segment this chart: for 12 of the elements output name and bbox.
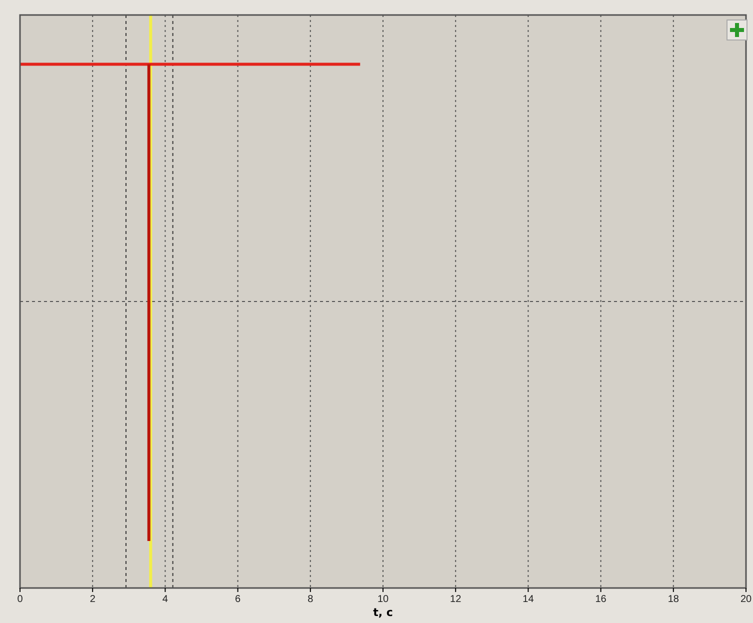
x-axis-title: t, с bbox=[373, 606, 393, 619]
x-tick-label: 0 bbox=[17, 594, 24, 606]
x-tick-label: 10 bbox=[377, 594, 389, 606]
x-tick-label: 12 bbox=[450, 594, 462, 606]
x-tick-label: 4 bbox=[162, 594, 168, 606]
x-tick-label: 8 bbox=[308, 594, 314, 606]
x-tick-label: 14 bbox=[522, 594, 534, 606]
x-tick-label: 20 bbox=[740, 594, 752, 606]
x-tick-label: 6 bbox=[235, 594, 242, 606]
x-tick-label: 16 bbox=[595, 594, 607, 606]
x-tick-label: 18 bbox=[668, 594, 680, 606]
x-tick-label: 2 bbox=[90, 594, 96, 606]
